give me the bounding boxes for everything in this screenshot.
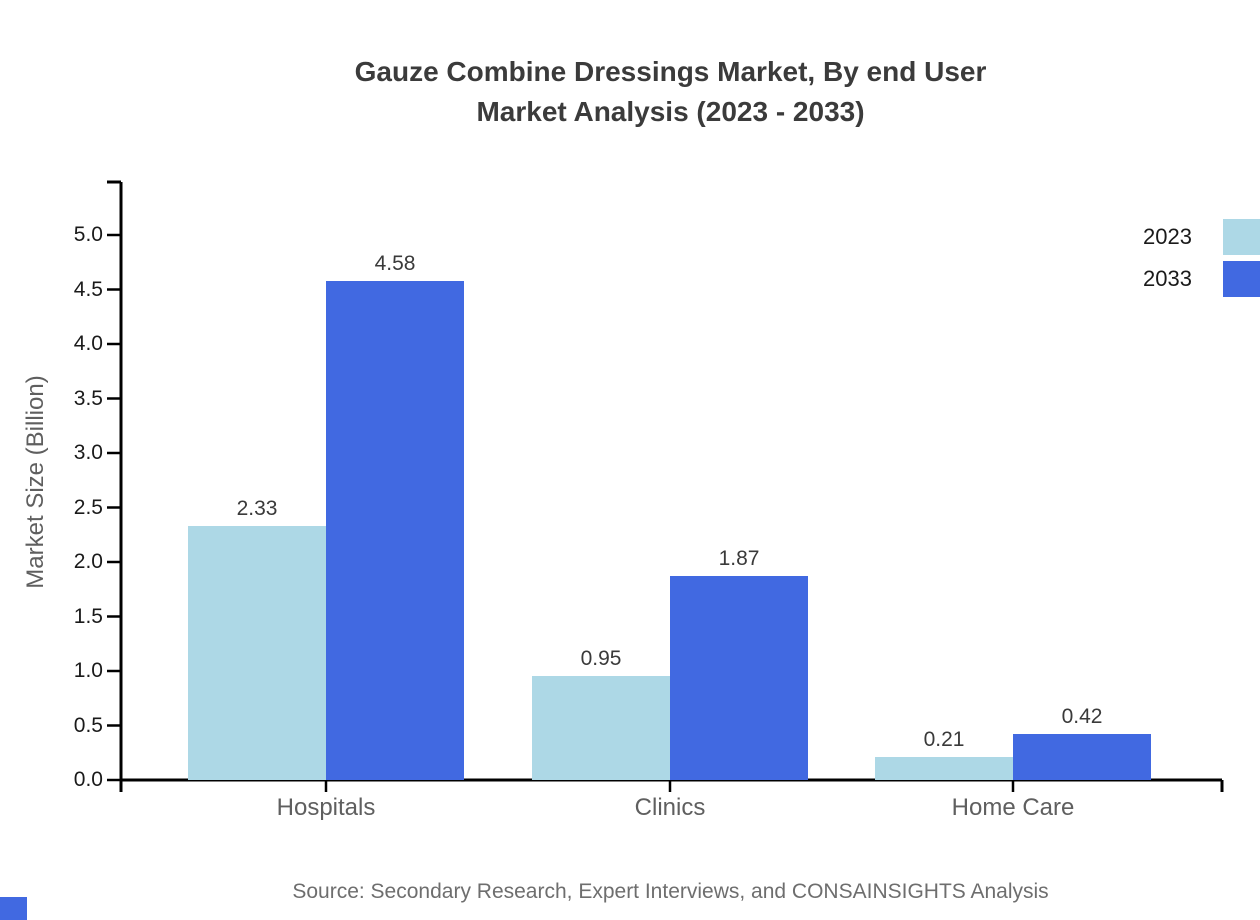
legend-item-2023: 2023 [1143,219,1260,255]
bar-2033-clinics [670,576,808,780]
legend-swatch-2023 [1223,219,1260,255]
legend-swatch-2033 [1223,261,1260,297]
legend-label-2023: 2023 [1143,224,1192,249]
source-attribution: Source: Secondary Research, Expert Inter… [292,880,1049,903]
bar-2033-home-care [1013,734,1151,780]
category-label-clinics: Clinics [634,794,706,821]
category-label-hospitals: Hospitals [276,794,376,821]
bar-value-label-2023-home-care: 0.21 [923,728,965,752]
y-tick-label: 4.0 [73,332,103,355]
bar-2023-hospitals [188,526,326,780]
bar-value-label-2023-clinics: 0.95 [580,647,622,671]
chart-title: Gauze Combine Dressings Market, By end U… [121,52,1220,132]
chart-title-line1: Gauze Combine Dressings Market, By end U… [354,56,987,87]
y-tick-label: 3.5 [73,386,103,410]
y-tick-label: 2.0 [73,550,103,573]
bar-2033-hospitals [326,280,464,780]
y-tick-label: 5.0 [73,223,103,246]
chart-title-line2: Market Analysis (2023 - 2033) [476,96,865,127]
bar-value-label-2033-clinics: 1.87 [718,547,760,571]
watermark-square [0,897,27,920]
y-tick-label: 3.0 [73,441,103,464]
bar-2023-clinics [532,676,670,780]
y-tick-label: 4.5 [73,277,103,301]
legend-item-2033: 2033 [1143,261,1260,297]
legend-label-2033: 2033 [1143,266,1192,291]
y-tick-label: 2.5 [73,495,103,519]
bar-2023-home-care [875,757,1013,780]
bar-value-label-2033-hospitals: 4.58 [374,251,416,275]
y-tick-label: 1.5 [73,604,103,628]
y-tick-label: 1.0 [73,659,103,682]
y-tick-label: 0.5 [73,713,103,737]
bar-value-label-2023-hospitals: 2.33 [236,497,278,521]
category-label-home-care: Home Care [951,794,1075,821]
y-tick-label: 0.0 [73,768,103,791]
bar-value-label-2033-home-care: 0.42 [1061,705,1103,729]
